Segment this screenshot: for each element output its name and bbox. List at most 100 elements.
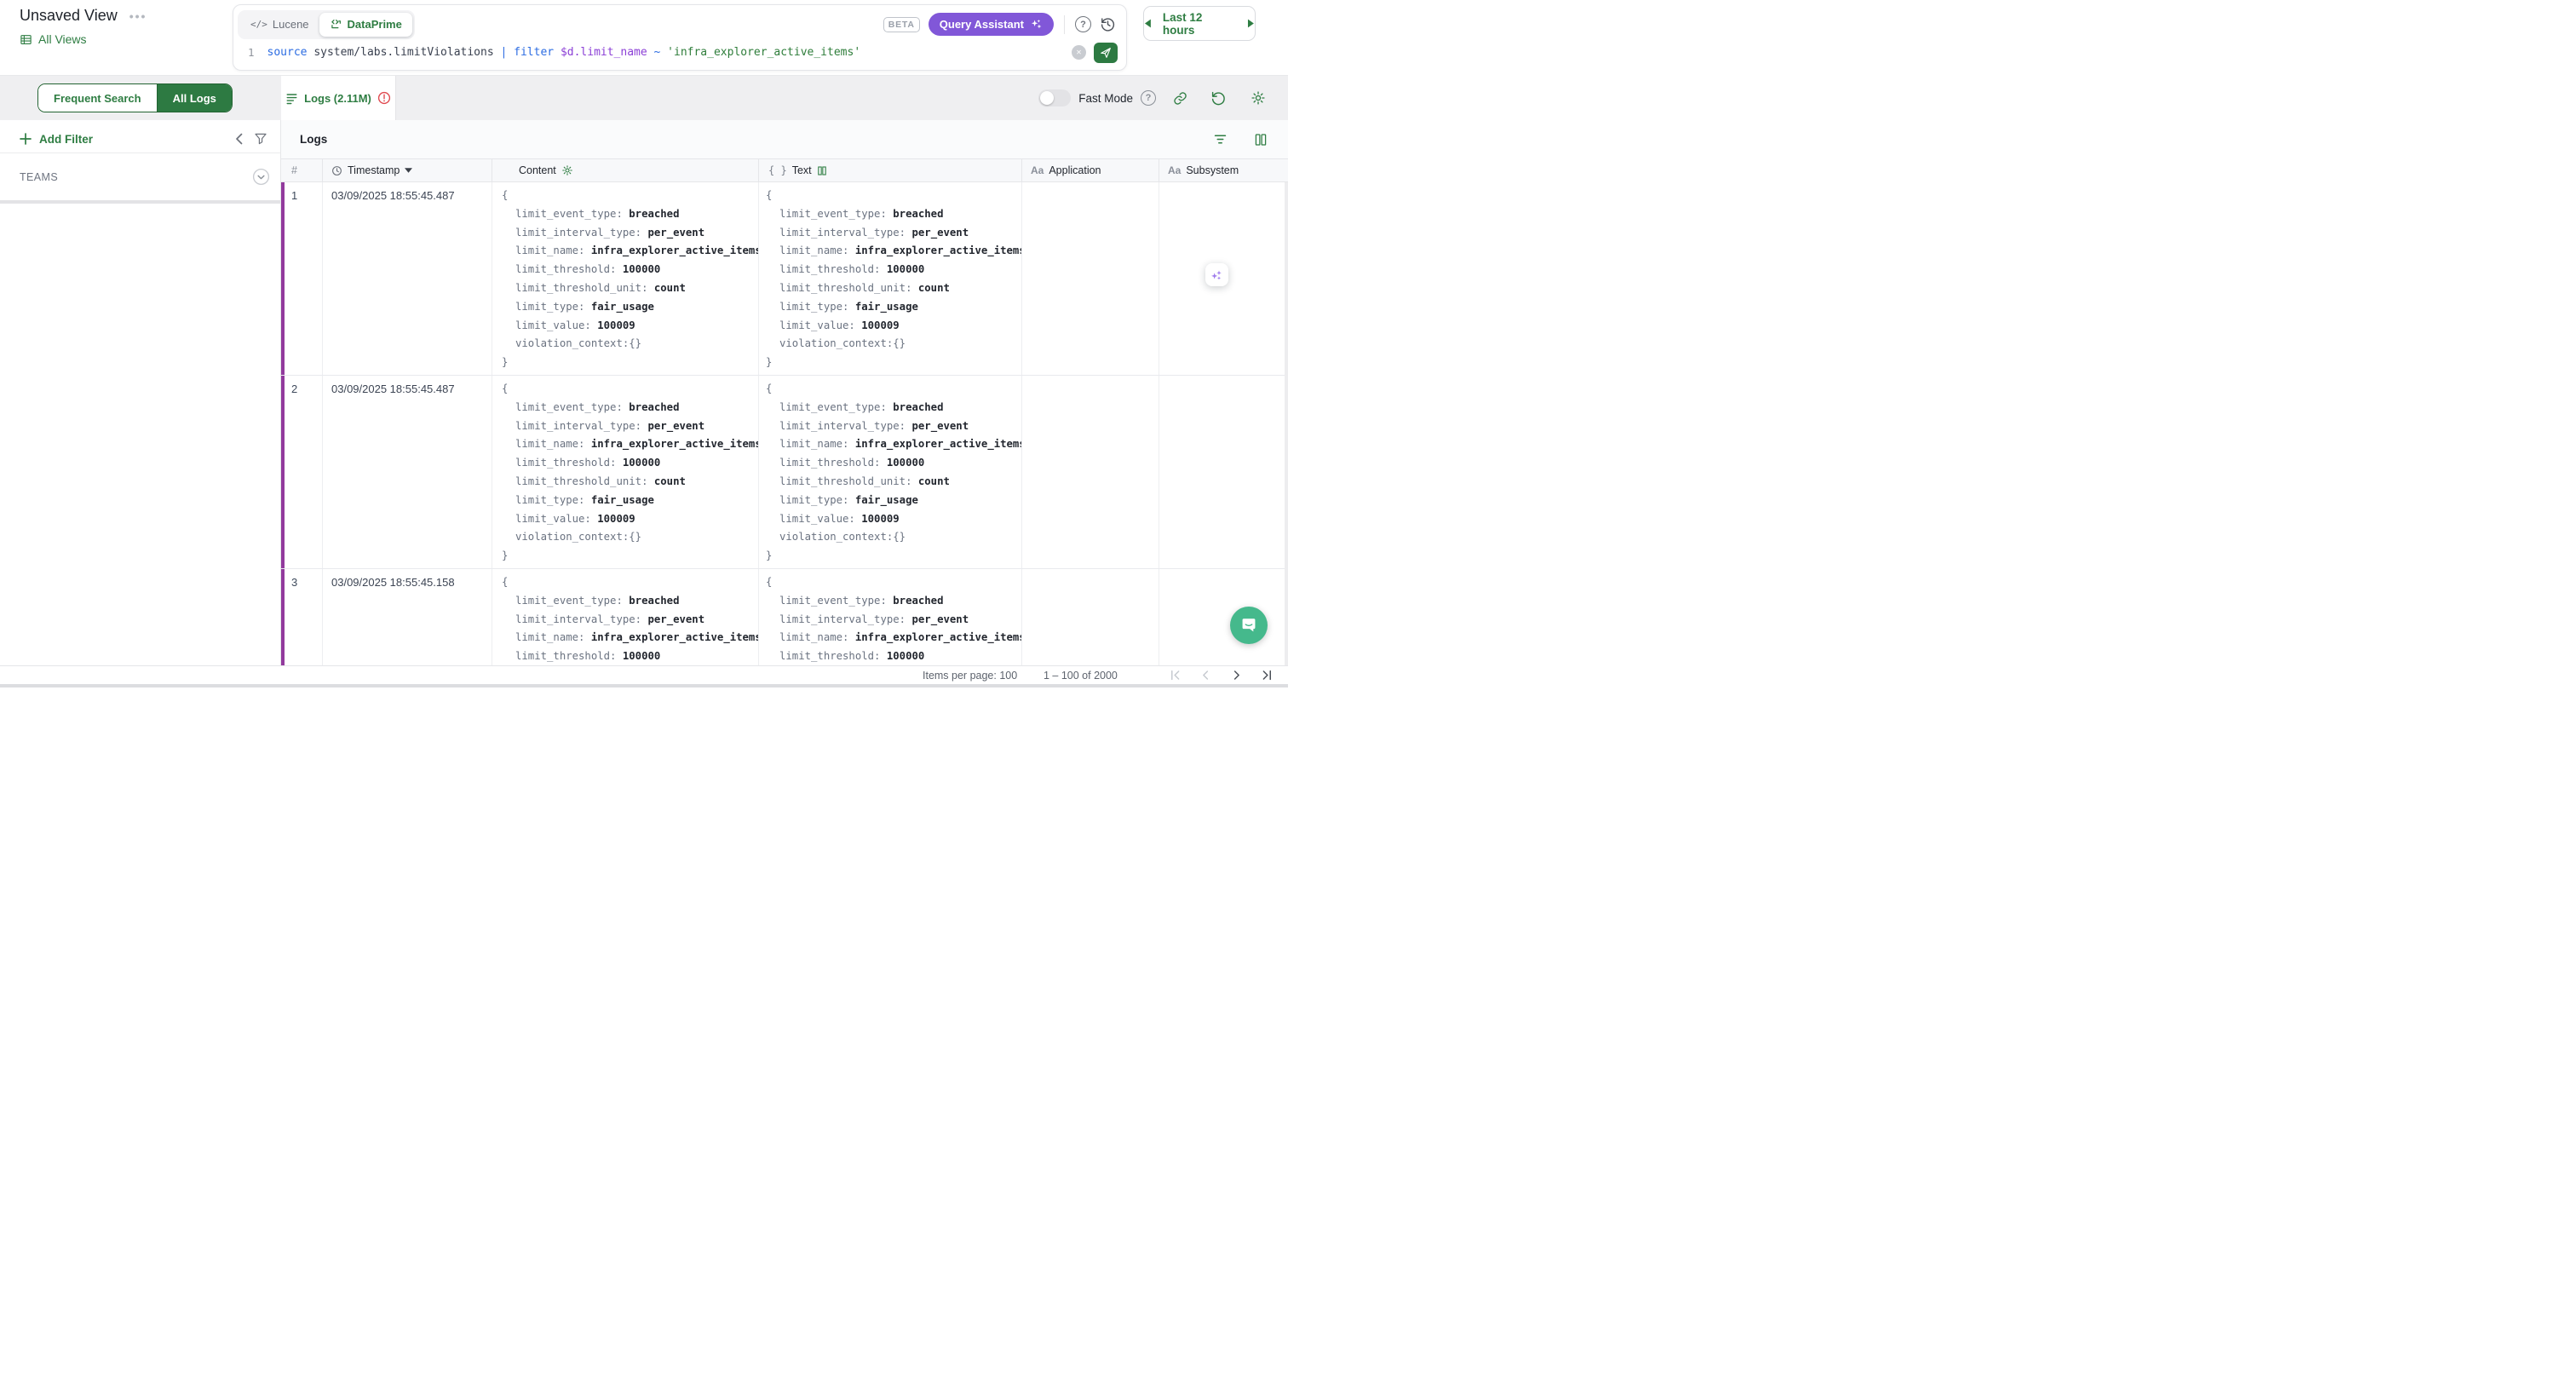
table-row[interactable]: 1 03/09/2025 18:55:45.487 {limit_event_t… xyxy=(281,182,1288,376)
row-application xyxy=(1022,182,1159,375)
beta-badge: BETA xyxy=(883,16,920,32)
columns-icon[interactable] xyxy=(817,165,827,176)
column-settings-gear-icon[interactable] xyxy=(561,164,573,176)
row-content-json: {limit_event_type: breached limit_interva… xyxy=(492,569,759,665)
row-application xyxy=(1022,569,1159,665)
logs-panel: Logs # Timestamp Content { } xyxy=(281,120,1288,665)
chat-widget-button[interactable] xyxy=(1230,607,1268,644)
send-icon xyxy=(1101,47,1111,58)
row-subsystem xyxy=(1159,376,1288,568)
plus-icon xyxy=(20,133,32,145)
query-assistant-button[interactable]: Query Assistant xyxy=(928,13,1054,36)
column-header-application-label: Application xyxy=(1049,164,1101,176)
logs-title-bar: Logs xyxy=(281,120,1288,158)
row-number: 1 xyxy=(281,182,323,375)
top-bar: Unsaved View ••• All Views </> Lucene Da… xyxy=(0,0,1288,76)
row-application xyxy=(1022,376,1159,568)
filters-sidebar: Add Filter TEAMS xyxy=(0,120,281,665)
tab-row: Frequent Search All Logs Logs (2.11M) Fa… xyxy=(0,76,1288,120)
add-filter-button[interactable]: Add Filter xyxy=(20,133,93,146)
column-header-timestamp[interactable]: Timestamp xyxy=(323,159,492,181)
display-density-icon[interactable] xyxy=(1213,132,1228,147)
pagination-range: 1 – 100 of 2000 xyxy=(1044,669,1118,682)
query-assistant-label: Query Assistant xyxy=(939,18,1024,31)
dataprime-icon xyxy=(331,20,341,29)
frequent-search-button[interactable]: Frequent Search xyxy=(38,84,158,112)
query-language-tabs: </> Lucene DataPrime xyxy=(238,9,415,39)
chat-bubble-icon xyxy=(1242,618,1256,632)
previous-page-icon[interactable] xyxy=(1199,669,1212,682)
fast-mode-help-icon[interactable]: ? xyxy=(1141,90,1156,106)
row-timestamp: 03/09/2025 18:55:45.487 xyxy=(323,376,492,568)
time-range-label: Last 12 hours xyxy=(1162,10,1203,37)
column-header-application[interactable]: Aa Application xyxy=(1022,159,1159,181)
column-header-subsystem-label: Subsystem xyxy=(1186,164,1239,176)
warning-icon xyxy=(377,91,390,105)
window-edge xyxy=(0,684,1288,688)
help-icon[interactable]: ? xyxy=(1075,16,1091,32)
all-logs-button[interactable]: All Logs xyxy=(157,84,232,112)
time-prev-icon[interactable] xyxy=(1144,19,1152,28)
query-history-icon[interactable] xyxy=(1100,16,1116,32)
text-type-icon: Aa xyxy=(1168,164,1182,176)
view-title: Unsaved View xyxy=(20,7,118,24)
query-text: source system/labs.limitViolations | fil… xyxy=(267,46,861,59)
column-header-content-label: Content xyxy=(519,164,556,176)
scrollbar-track[interactable] xyxy=(1285,182,1288,665)
row-timestamp: 03/09/2025 18:55:45.158 xyxy=(323,569,492,665)
items-per-page[interactable]: Items per page: 100 xyxy=(923,669,1018,682)
table-row[interactable]: 2 03/09/2025 18:55:45.487 {limit_event_t… xyxy=(281,376,1288,569)
settings-gear-icon[interactable] xyxy=(1251,90,1266,106)
query-card: </> Lucene DataPrime BETA Query Assistan… xyxy=(233,4,1127,71)
table-icon xyxy=(20,34,32,44)
collapse-sidebar-icon[interactable] xyxy=(235,133,243,145)
last-page-icon[interactable] xyxy=(1261,669,1274,682)
row-subsystem xyxy=(1159,569,1288,665)
query-input-row[interactable]: 1 source system/labs.limitViolations | f… xyxy=(233,39,1126,67)
run-query-button[interactable] xyxy=(1094,42,1118,63)
log-lines-icon xyxy=(286,93,297,104)
tab-dataprime[interactable]: DataPrime xyxy=(319,12,412,37)
pagination-bar: Items per page: 100 1 – 100 of 2000 xyxy=(0,665,1288,684)
split-columns-icon[interactable] xyxy=(1254,133,1268,147)
copy-link-icon[interactable] xyxy=(1173,91,1187,106)
add-filter-row: Add Filter xyxy=(0,120,280,153)
toggle-knob xyxy=(1040,91,1055,105)
search-mode-switch: Frequent Search All Logs xyxy=(37,83,233,112)
fast-mode-label: Fast Mode xyxy=(1078,91,1133,105)
divider xyxy=(1064,14,1065,34)
filter-funnel-icon[interactable] xyxy=(254,132,267,146)
add-filter-label: Add Filter xyxy=(39,132,93,146)
table-header: # Timestamp Content { } Text Aa A xyxy=(281,158,1288,182)
row-number: 3 xyxy=(281,569,323,665)
clock-icon xyxy=(332,165,342,175)
row-timestamp: 03/09/2025 18:55:45.487 xyxy=(323,182,492,375)
tab-lucene[interactable]: </> Lucene xyxy=(240,13,319,37)
line-number: 1 xyxy=(248,46,255,59)
ai-assistant-button[interactable] xyxy=(1205,263,1228,286)
teams-chevron-icon[interactable] xyxy=(252,168,270,186)
time-next-icon[interactable] xyxy=(1247,19,1255,28)
teams-section-header[interactable]: TEAMS xyxy=(0,153,280,200)
row-content-json: {limit_event_type: breached limit_interva… xyxy=(492,182,759,375)
fast-mode-toggle[interactable] xyxy=(1038,89,1072,106)
column-header-text[interactable]: { } Text xyxy=(759,159,1022,181)
view-menu-icon[interactable]: ••• xyxy=(129,9,147,23)
time-range-picker[interactable]: Last 12 hours xyxy=(1143,6,1256,41)
column-header-content[interactable]: Content xyxy=(492,159,759,181)
clear-query-icon[interactable]: ✕ xyxy=(1072,45,1086,60)
reset-icon[interactable] xyxy=(1210,90,1226,106)
tab-logs[interactable]: Logs (2.11M) xyxy=(281,76,396,120)
row-text-json: {limit_event_type: breached limit_interva… xyxy=(759,569,1022,665)
column-header-subsystem[interactable]: Aa Subsystem xyxy=(1159,159,1288,181)
column-header-index[interactable]: # xyxy=(281,159,323,181)
row-text-json: {limit_event_type: breached limit_interva… xyxy=(759,376,1022,568)
next-page-icon[interactable] xyxy=(1230,669,1243,682)
log-rows: 1 03/09/2025 18:55:45.487 {limit_event_t… xyxy=(281,182,1288,665)
logs-toolbar: Fast Mode ? xyxy=(1038,76,1266,120)
text-type-icon: Aa xyxy=(1031,164,1044,176)
sort-desc-icon[interactable] xyxy=(405,168,413,173)
all-views-link[interactable]: All Views xyxy=(20,32,147,46)
table-row[interactable]: 3 03/09/2025 18:55:45.158 {limit_event_t… xyxy=(281,569,1288,665)
first-page-icon[interactable] xyxy=(1169,669,1182,682)
